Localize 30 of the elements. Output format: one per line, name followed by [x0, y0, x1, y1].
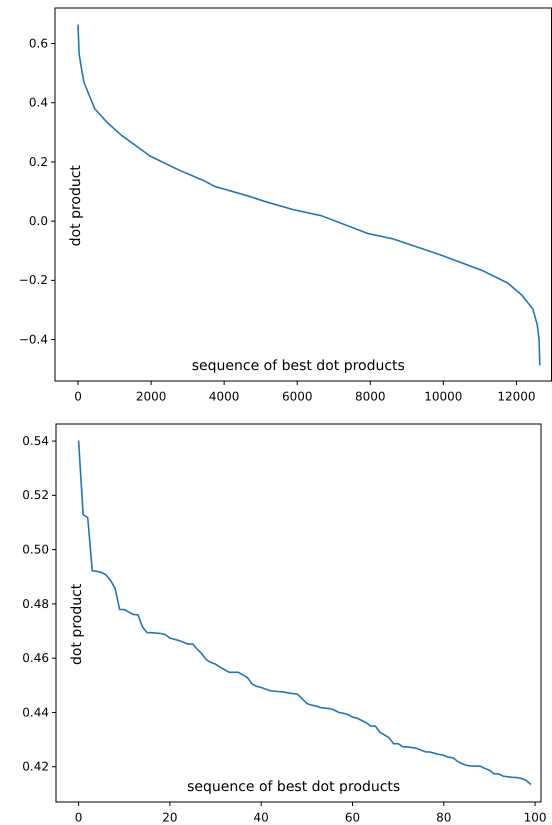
x-tick-label: 8000	[355, 390, 386, 404]
y-tick-label: 0.42	[22, 760, 49, 774]
x-tick-label: 20	[162, 810, 178, 825]
x-tick-label: 4000	[208, 390, 240, 404]
y-tick-label: 0.2	[28, 154, 48, 169]
x-tick-label: 40	[254, 810, 269, 825]
y-tick-label: 0.54	[22, 434, 49, 448]
x-tick-label: 12000	[497, 390, 536, 404]
x-tick-label: 6000	[282, 390, 312, 404]
x-axis-title: sequence of best dot products	[187, 779, 400, 795]
y-tick-label: 0.0	[28, 214, 48, 228]
y-tick-label: 0.48	[22, 596, 49, 611]
y-axis-title: dot product	[68, 164, 84, 246]
y-tick-label: −0.4	[18, 332, 48, 346]
x-tick-label: 0	[74, 810, 82, 825]
y-tick-label: 0.44	[22, 705, 49, 720]
x-tick-label: 80	[436, 810, 452, 825]
x-tick-label: 60	[344, 810, 360, 825]
y-tick-label: 0.6	[28, 36, 48, 50]
x-axis-title: sequence of best dot products	[192, 358, 405, 374]
y-tick-label: 0.50	[22, 542, 49, 556]
y-axis-title: dot product	[69, 583, 85, 665]
y-tick-label: −0.2	[18, 273, 48, 288]
y-tick-label: 0.4	[28, 96, 48, 110]
x-tick-label: 0	[74, 390, 82, 404]
x-tick-label: 10000	[424, 390, 462, 404]
x-tick-label: 2000	[136, 390, 166, 404]
x-tick-label: 100	[524, 810, 547, 825]
y-tick-label: 0.46	[22, 651, 49, 666]
y-tick-label: 0.52	[22, 488, 49, 502]
